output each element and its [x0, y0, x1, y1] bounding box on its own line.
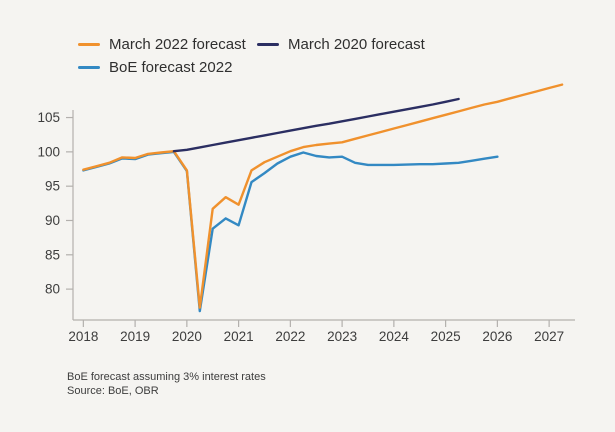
y-tick-label: 100 — [37, 144, 60, 159]
chart-notes: BoE forecast assuming 3% interest rates … — [67, 370, 266, 398]
series-line-boe-forecast-2022 — [82, 150, 499, 313]
legend-swatch-navy-icon — [257, 43, 279, 46]
x-tick-label: 2025 — [431, 329, 461, 344]
x-tick-label: 2023 — [327, 329, 357, 344]
y-tick-label: 85 — [45, 247, 60, 262]
x-tick-label: 2027 — [534, 329, 564, 344]
x-tick-label: 2024 — [379, 329, 410, 344]
legend-item-march-2022-forecast: March 2022 forecast — [78, 36, 257, 53]
chart-footnote: BoE forecast assuming 3% interest rates — [67, 371, 266, 383]
series-line-march-2022-forecast — [82, 83, 564, 309]
legend-swatch-orange-icon — [78, 43, 100, 46]
legend-swatch-blue-icon — [78, 66, 100, 69]
x-tick-label: 2026 — [482, 329, 512, 344]
y-tick-label: 90 — [45, 213, 60, 228]
legend-item-boe-forecast-2022: BoE forecast 2022 — [78, 59, 257, 76]
x-tick-label: 2018 — [68, 329, 98, 344]
x-tick-label: 2019 — [120, 329, 150, 344]
series-line-march-2020-forecast — [172, 97, 460, 153]
legend-label: March 2022 forecast — [109, 36, 246, 53]
legend-label: BoE forecast 2022 — [109, 59, 233, 76]
x-tick-label: 2022 — [275, 329, 305, 344]
chart-legend: March 2022 forecast March 2020 forecast … — [78, 33, 425, 79]
x-tick-label: 2021 — [224, 329, 254, 344]
y-tick-label: 105 — [37, 110, 60, 125]
y-tick-label: 80 — [45, 282, 60, 297]
legend-label: March 2020 forecast — [288, 36, 425, 53]
chart-source: Source: BoE, OBR — [67, 385, 159, 397]
x-tick-label: 2020 — [172, 329, 202, 344]
legend-item-march-2020-forecast: March 2020 forecast — [257, 36, 425, 53]
y-tick-label: 95 — [45, 179, 60, 194]
